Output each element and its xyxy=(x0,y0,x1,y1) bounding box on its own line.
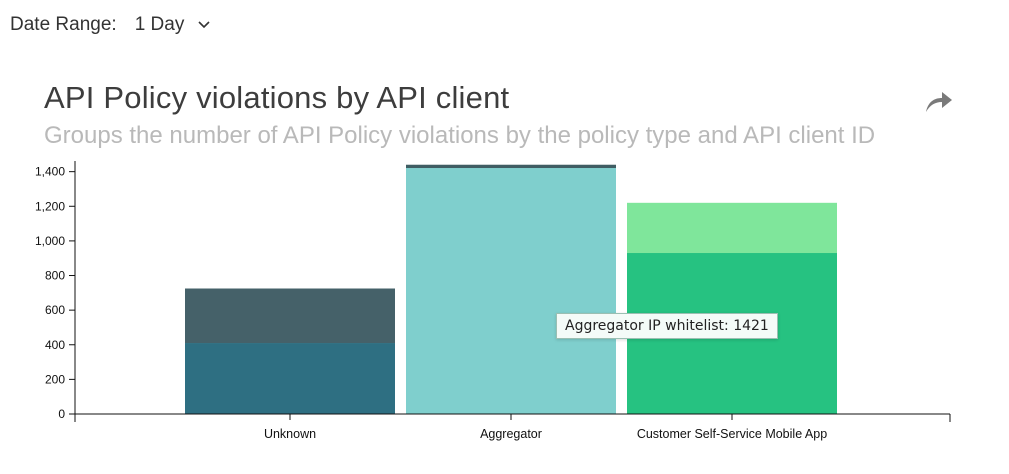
share-arrow-icon[interactable] xyxy=(922,86,954,116)
chart-subtitle: Groups the number of API Policy violatio… xyxy=(44,122,876,149)
x-tick-label-1: Unknown xyxy=(264,427,316,441)
y-tick-label-1400: 1,400 xyxy=(35,165,65,179)
y-tick-label-400: 400 xyxy=(45,338,65,352)
bar-segment-2-1 xyxy=(406,168,616,414)
date-range-value[interactable]: 1 Day xyxy=(134,14,185,35)
chart-title: API Policy violations by API client xyxy=(44,80,510,115)
y-tick-label-600: 600 xyxy=(45,303,65,317)
bar-segment-2-2 xyxy=(406,164,616,169)
x-tick-label-2: Aggregator xyxy=(480,427,542,441)
date-range-filter: Date Range: 1 Day xyxy=(10,14,212,36)
y-tick-label-800: 800 xyxy=(45,269,65,283)
bar-segment-1-2 xyxy=(185,288,395,344)
bar-segment-3-2 xyxy=(627,202,837,254)
date-range-dropdown[interactable]: 1 Day xyxy=(135,14,213,36)
date-range-label: Date Range: xyxy=(10,14,117,35)
y-tick-label-200: 200 xyxy=(45,372,65,386)
bar-segment-1-1 xyxy=(185,343,395,414)
y-tick-label-1200: 1,200 xyxy=(35,199,65,213)
y-tick-label-0: 0 xyxy=(58,407,65,421)
y-tick-label-1000: 1,000 xyxy=(35,234,65,248)
chevron-down-icon[interactable] xyxy=(196,17,212,33)
x-tick-label-3: Customer Self-Service Mobile App xyxy=(637,427,827,441)
chart-tooltip: Aggregator IP whitelist: 1421 xyxy=(556,313,778,339)
